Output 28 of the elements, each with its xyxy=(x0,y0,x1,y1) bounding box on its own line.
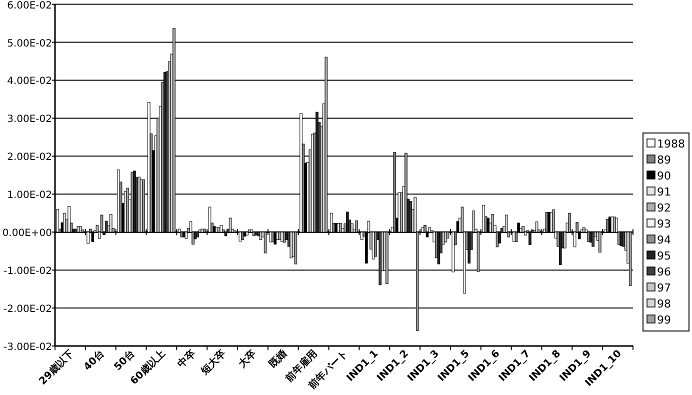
y-tick-label: 1.00E-02 xyxy=(7,190,52,202)
legend-label: 96 xyxy=(657,266,671,278)
legend-label: 93 xyxy=(657,218,671,230)
legend-label: 95 xyxy=(657,250,671,262)
y-tick-label: 6.00E-02 xyxy=(7,0,52,12)
x-tick-label: 中卒 xyxy=(175,348,198,370)
y-tick-label: 0.00E+00 xyxy=(2,228,52,240)
y-tick-label: -3.00E-02 xyxy=(3,342,52,353)
x-tick-label: 既婚 xyxy=(266,348,290,370)
legend-label: 92 xyxy=(657,202,671,214)
y-tick-label: 4.00E-02 xyxy=(7,76,52,88)
y-tick-label: -1.00E-02 xyxy=(3,266,52,278)
x-tick-label: 大卒 xyxy=(236,348,259,371)
x-tick-label: 短大卒 xyxy=(198,348,228,378)
y-tick-label: -2.00E-02 xyxy=(3,304,52,316)
legend-label: 89 xyxy=(657,154,671,166)
legend-label: 99 xyxy=(657,314,671,326)
x-tick-label: 50台 xyxy=(112,348,138,374)
y-tick-label: 3.00E-02 xyxy=(7,114,52,126)
y-tick-label: 2.00E-02 xyxy=(7,152,52,164)
y-tick-label: 5.00E-02 xyxy=(7,38,52,50)
legend-label: 98 xyxy=(657,298,671,310)
legend-label: 90 xyxy=(657,170,671,182)
legend-label: 1988 xyxy=(657,138,685,150)
x-tick-label: 40台 xyxy=(81,348,107,374)
legend-label: 94 xyxy=(657,234,671,246)
legend-label: 97 xyxy=(657,282,671,294)
legend-label: 91 xyxy=(657,186,671,198)
